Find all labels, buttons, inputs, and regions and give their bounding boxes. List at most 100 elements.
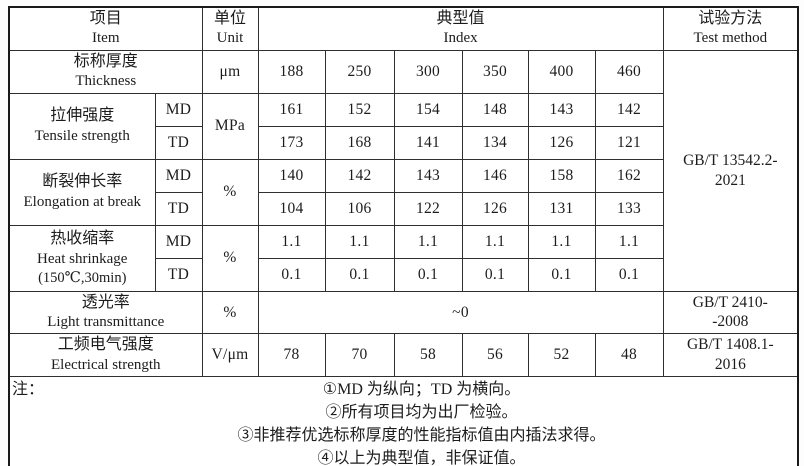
thickness-unit: μm	[201, 49, 259, 94]
heat-shrinkage-label-zh: 热收缩率	[50, 230, 115, 248]
thickness-value: 350	[461, 49, 529, 94]
heat-shrinkage-td-value: 0.1	[393, 257, 463, 292]
heat-shrinkage-md-value: 1.1	[324, 224, 395, 259]
test-method-light: GB/T 2410--2008	[662, 290, 799, 335]
elongation-td-value: 133	[594, 191, 664, 226]
light-transmittance-row: 透光率 Light transmittance % ~0 GB/T 2410--…	[8, 290, 799, 335]
tensile-td-value: 168	[324, 125, 395, 160]
test-method-mechanical: GB/T 13542.2-2021	[662, 49, 799, 292]
elongation-td-value: 131	[527, 191, 596, 226]
tensile-md-value: 161	[257, 92, 326, 127]
thickness-label-en: Thickness	[75, 73, 137, 90]
electrical-strength-value: 56	[461, 333, 529, 377]
notes-prefix: 注：	[12, 380, 45, 398]
tensile-td-value: 126	[527, 125, 596, 160]
notes-wrap: 注： ①MD 为纵向；TD 为横向。 ②所有项目均为出厂检验。 ③非推荐优选标称…	[12, 378, 795, 466]
tensile-md-value: 148	[461, 92, 529, 127]
electrical-strength-label-zh: 工频电气强度	[57, 336, 154, 354]
heat-shrinkage-label-en: Heat shrinkage	[37, 250, 128, 267]
heat-shrinkage-md-value: 1.1	[594, 224, 664, 259]
elongation-td-tag: TD	[154, 191, 203, 226]
note-item: ④以上为典型值，非保证值。	[317, 449, 526, 466]
thickness-value: 250	[324, 49, 395, 94]
heat-shrinkage-md-value: 1.1	[461, 224, 529, 259]
heat-shrinkage-td-value: 0.1	[324, 257, 395, 292]
header-method-en: Test method	[693, 30, 768, 47]
test-method-mechanical-text: GB/T 13542.2-2021	[683, 151, 778, 189]
heat-shrinkage-td-row: TD 0.1 0.1 0.1 0.1 0.1 0.1	[9, 257, 798, 292]
notes-cell: 注： ①MD 为纵向；TD 为横向。 ②所有项目均为出厂检验。 ③非推荐优选标称…	[8, 375, 799, 466]
heat-shrinkage-md-tag: MD	[154, 224, 203, 259]
elongation-td-value: 104	[257, 191, 326, 226]
thickness-value: 460	[594, 49, 664, 94]
header-unit-zh: 单位	[214, 10, 247, 27]
header-test-method: 试验方法 Test method	[662, 6, 799, 51]
header-item: 项目 Item	[8, 6, 203, 51]
tensile-md-tag: MD	[154, 92, 203, 127]
elongation-md-row: 断裂伸长率 Elongation at break MD % 140 142 1…	[8, 158, 798, 226]
header-item-en: Item	[92, 30, 120, 47]
tensile-md-value: 154	[393, 92, 463, 127]
tensile-md-row: 拉伸强度 Tensile strength MD MPa 161 152 154…	[8, 92, 798, 160]
tensile-label: 拉伸强度 Tensile strength	[8, 92, 156, 160]
electrical-strength-value: 58	[393, 333, 463, 377]
elongation-md-value: 158	[527, 158, 596, 193]
heat-shrinkage-td-value: 0.1	[594, 257, 664, 292]
thickness-value: 400	[527, 49, 596, 94]
thickness-value: 188	[257, 49, 326, 94]
tensile-td-tag: TD	[154, 125, 203, 160]
notes-row: 注： ①MD 为纵向；TD 为横向。 ②所有项目均为出厂检验。 ③非推荐优选标称…	[8, 375, 799, 466]
spec-table: 项目 Item 单位 Unit 典型值 Index 试验方法 Test meth…	[8, 6, 800, 466]
tensile-td-value: 141	[393, 125, 463, 160]
header-item-zh: 项目	[89, 10, 122, 27]
light-transmittance-label-en: Light transmittance	[47, 314, 165, 331]
elongation-md-value: 162	[594, 158, 664, 193]
elongation-md-value: 143	[393, 158, 463, 193]
thickness-label: 标称厚度 Thickness	[8, 49, 203, 94]
elongation-unit: %	[201, 158, 259, 226]
light-transmittance-unit: %	[201, 290, 259, 335]
electrical-strength-value: 78	[257, 333, 326, 377]
heat-shrinkage-label-condition: (150℃,30min)	[38, 269, 127, 286]
light-transmittance-label-zh: 透光率	[81, 293, 130, 311]
note-item: ①MD 为纵向；TD 为横向。	[322, 380, 521, 398]
electrical-strength-value: 70	[324, 333, 395, 377]
header-index: 典型值 Index	[257, 6, 664, 51]
header-unit-en: Unit	[216, 30, 244, 47]
heat-shrinkage-td-value: 0.1	[527, 257, 596, 292]
tensile-md-value: 142	[594, 92, 664, 127]
tensile-td-value: 134	[461, 125, 529, 160]
heat-shrinkage-td-tag: TD	[154, 257, 203, 292]
heat-shrinkage-label: 热收缩率 Heat shrinkage (150℃,30min)	[8, 224, 156, 292]
heat-shrinkage-unit: %	[201, 224, 259, 292]
elongation-md-value: 146	[461, 158, 529, 193]
header-index-zh: 典型值	[436, 10, 485, 27]
test-method-light-text: GB/T 2410--2008	[692, 293, 768, 331]
heat-shrinkage-md-value: 1.1	[257, 224, 326, 259]
electrical-strength-value: 52	[527, 333, 596, 377]
tensile-md-value: 143	[527, 92, 596, 127]
heat-shrinkage-td-value: 0.1	[461, 257, 529, 292]
tensile-label-en: Tensile strength	[34, 127, 130, 144]
test-method-electrical-text: GB/T 1408.1-2016	[686, 336, 774, 374]
electrical-strength-row: 工频电气强度 Electrical strength V/μm 78 70 58…	[8, 333, 799, 377]
thickness-row: 标称厚度 Thickness μm 188 250 300 350 400 46…	[8, 49, 799, 292]
note-item: ②所有项目均为出厂检验。	[325, 403, 518, 421]
elongation-td-value: 106	[324, 191, 395, 226]
elongation-md-value: 140	[257, 158, 326, 193]
light-transmittance-label: 透光率 Light transmittance	[8, 290, 203, 335]
elongation-md-value: 142	[324, 158, 395, 193]
header-method-zh: 试验方法	[698, 10, 763, 27]
thickness-value: 300	[393, 49, 463, 94]
tensile-td-value: 121	[594, 125, 664, 160]
light-transmittance-value: ~0	[257, 290, 664, 335]
heat-shrinkage-md-row: 热收缩率 Heat shrinkage (150℃,30min) MD % 1.…	[8, 224, 798, 292]
electrical-strength-label-en: Electrical strength	[50, 356, 161, 373]
heat-shrinkage-md-value: 1.1	[393, 224, 463, 259]
elongation-td-row: TD 104 106 122 126 131 133	[9, 191, 798, 226]
header-unit: 单位 Unit	[201, 6, 259, 51]
tensile-td-value: 173	[257, 125, 326, 160]
elongation-label: 断裂伸长率 Elongation at break	[8, 158, 156, 226]
elongation-md-tag: MD	[154, 158, 203, 193]
